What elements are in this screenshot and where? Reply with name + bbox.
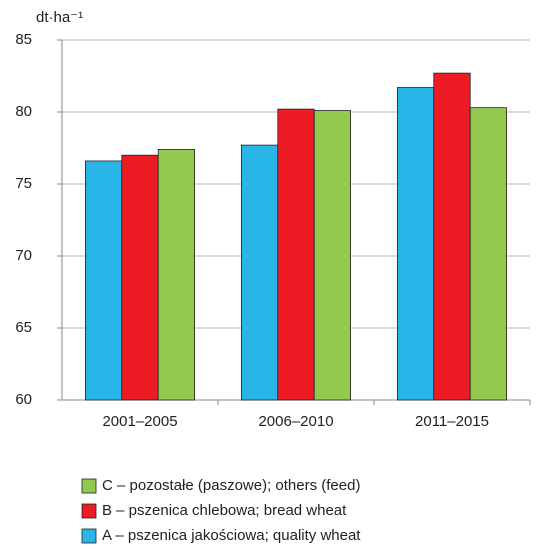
bar [313,110,352,401]
x-tick-label: 2001–2005 [102,413,177,430]
legend-label: B – pszenica chlebowa; bread wheat [102,502,347,519]
bar [121,154,159,401]
bar [240,144,279,401]
legend-label: C – pozostałe (paszowe); others (feed) [102,477,360,494]
y-axis-label: dt·ha⁻¹ [36,9,83,26]
y-tick-label: 60 [15,391,32,408]
y-tick-label: 65 [15,319,32,336]
bar [433,72,471,401]
y-tick-label: 80 [15,103,32,120]
bar [157,149,195,401]
x-tick-label: 2006–2010 [258,413,333,430]
y-tick-label: 70 [15,247,32,264]
y-tick-label: 75 [15,175,32,192]
bar [277,108,315,401]
bar [85,160,123,401]
legend-swatch [81,478,97,494]
bar [396,87,435,401]
legend-swatch [81,528,97,544]
x-tick-label: 2011–2015 [415,413,489,430]
legend-swatch [81,503,97,519]
legend-label: A – pszenica jakościowa; quality wheat [102,527,361,544]
bar [469,107,508,401]
y-tick-label: 85 [15,31,32,48]
